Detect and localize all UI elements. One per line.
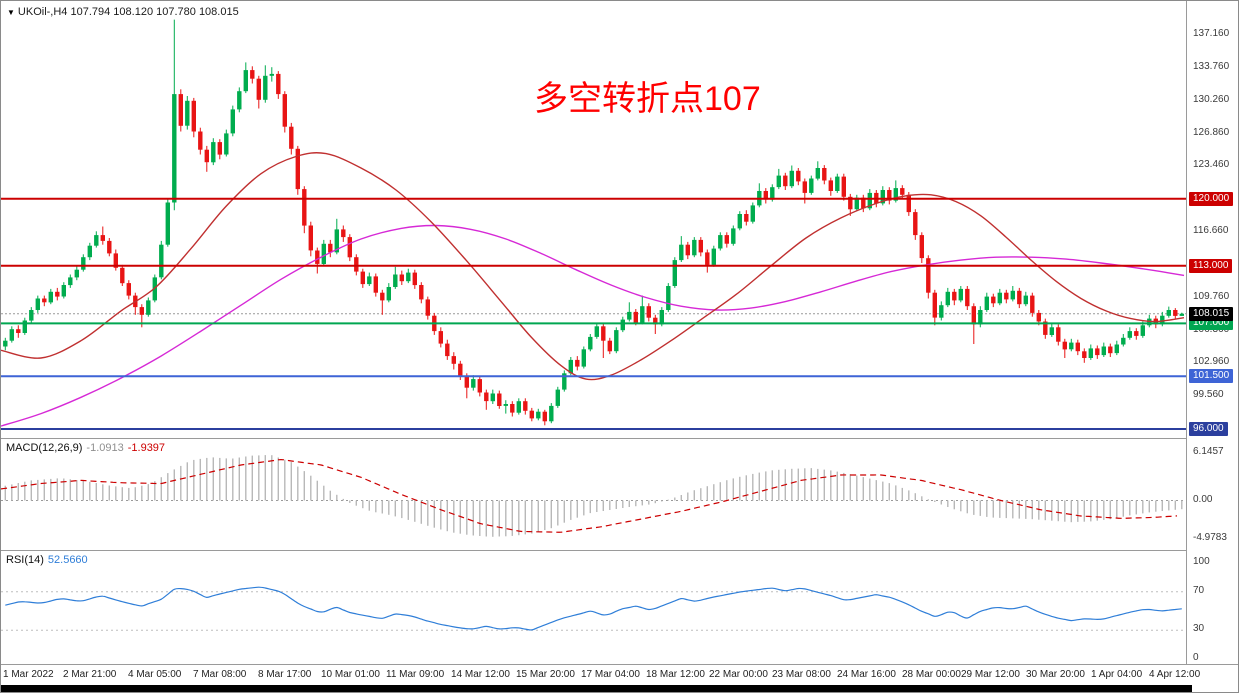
rsi-canvas[interactable]: [1, 551, 1186, 664]
rsi-label: RSI(14) 52.5660: [6, 554, 88, 566]
chart-title-text: UKOil-,H4 107.794 108.120 107.780 108.01…: [17, 6, 239, 18]
time-axis-label: 24 Mar 16:00: [837, 669, 896, 680]
price-tick: 99.560: [1193, 389, 1224, 400]
symbol-dropdown-icon[interactable]: ▼: [7, 8, 15, 17]
time-axis-label: 1 Mar 2022: [3, 669, 54, 680]
time-axis-label: 28 Mar 00:00: [902, 669, 961, 680]
time-axis-label: 8 Mar 17:00: [258, 669, 312, 680]
macd-scale-tick: -4.9783: [1193, 532, 1227, 543]
macd-label: MACD(12,26,9) -1.0913 -1.9397: [6, 442, 165, 454]
price-scale[interactable]: 137.160 133.760 130.260 126.860 123.460 116.6…: [1186, 1, 1238, 664]
time-axis-label: 1 Apr 04:00: [1091, 669, 1143, 680]
time-axis-label: 22 Mar 00:00: [709, 669, 768, 680]
time-axis-label: 10 Mar 01:00: [321, 669, 380, 680]
rsi-value: 52.5660: [47, 554, 88, 566]
time-axis-label: 30 Mar 20:00: [1026, 669, 1085, 680]
price-tick: 137.160: [1193, 28, 1230, 39]
time-axis-label: 11 Mar 09:00: [386, 669, 445, 680]
macd-canvas[interactable]: [1, 439, 1186, 550]
time-axis-label: 15 Mar 20:00: [516, 669, 575, 680]
macd-scale-tick: 6.1457: [1193, 446, 1224, 457]
rsi-scale-tick: 70: [1193, 585, 1205, 596]
price-tick: 126.860: [1193, 127, 1230, 138]
time-axis[interactable]: 1 Mar 2022 2 Mar 21:00 4 Mar 05:00 7 Mar 08…: [1, 664, 1238, 685]
rsi-name: RSI(14): [6, 554, 44, 566]
price-line-label: 96.000: [1189, 422, 1228, 436]
bottom-black-strip: [1, 685, 1192, 692]
price-tick: 109.760: [1193, 291, 1230, 302]
price-line-label: 120.000: [1189, 192, 1234, 206]
macd-panel: MACD(12,26,9) -1.0913 -1.9397: [1, 438, 1186, 550]
macd-name: MACD(12,26,9): [6, 442, 83, 454]
time-axis-label: 7 Mar 08:00: [193, 669, 247, 680]
price-tick: 130.260: [1193, 94, 1230, 105]
price-tick: 116.660: [1193, 225, 1229, 236]
current-price-label: 108.015: [1189, 307, 1234, 321]
time-axis-label: 17 Mar 04:00: [581, 669, 640, 680]
time-axis-label: 4 Mar 05:00: [128, 669, 182, 680]
time-axis-label: 18 Mar 12:00: [646, 669, 705, 680]
macd-scale-tick: 0.00: [1193, 494, 1213, 505]
price-tick: 133.760: [1193, 61, 1230, 72]
chart-title-overlay: ▼ UKOil-,H4 107.794 108.120 107.780 108.0…: [7, 6, 239, 18]
rsi-scale-tick: 100: [1193, 556, 1210, 567]
rsi-panel: RSI(14) 52.5660: [1, 550, 1186, 664]
price-line-label: 101.500: [1189, 369, 1234, 383]
time-axis-label: 23 Mar 08:00: [772, 669, 831, 680]
rsi-scale-tick: 30: [1193, 623, 1205, 634]
rsi-scale-tick: 0: [1193, 652, 1199, 663]
price-line-label: 113.000: [1189, 259, 1233, 273]
macd-signal-value: -1.9397: [127, 442, 166, 454]
time-axis-label: 14 Mar 12:00: [451, 669, 510, 680]
price-tick: 102.960: [1193, 356, 1230, 367]
time-axis-label: 2 Mar 21:00: [63, 669, 117, 680]
chart-annotation-text[interactable]: 多空转折点107: [534, 80, 761, 118]
time-axis-label: 29 Mar 12:00: [961, 669, 1020, 680]
macd-main-value: -1.0913: [86, 442, 124, 454]
main-chart-canvas[interactable]: [1, 1, 1186, 438]
price-tick: 123.460: [1193, 159, 1230, 170]
time-axis-label: 4 Apr 12:00: [1149, 669, 1201, 680]
